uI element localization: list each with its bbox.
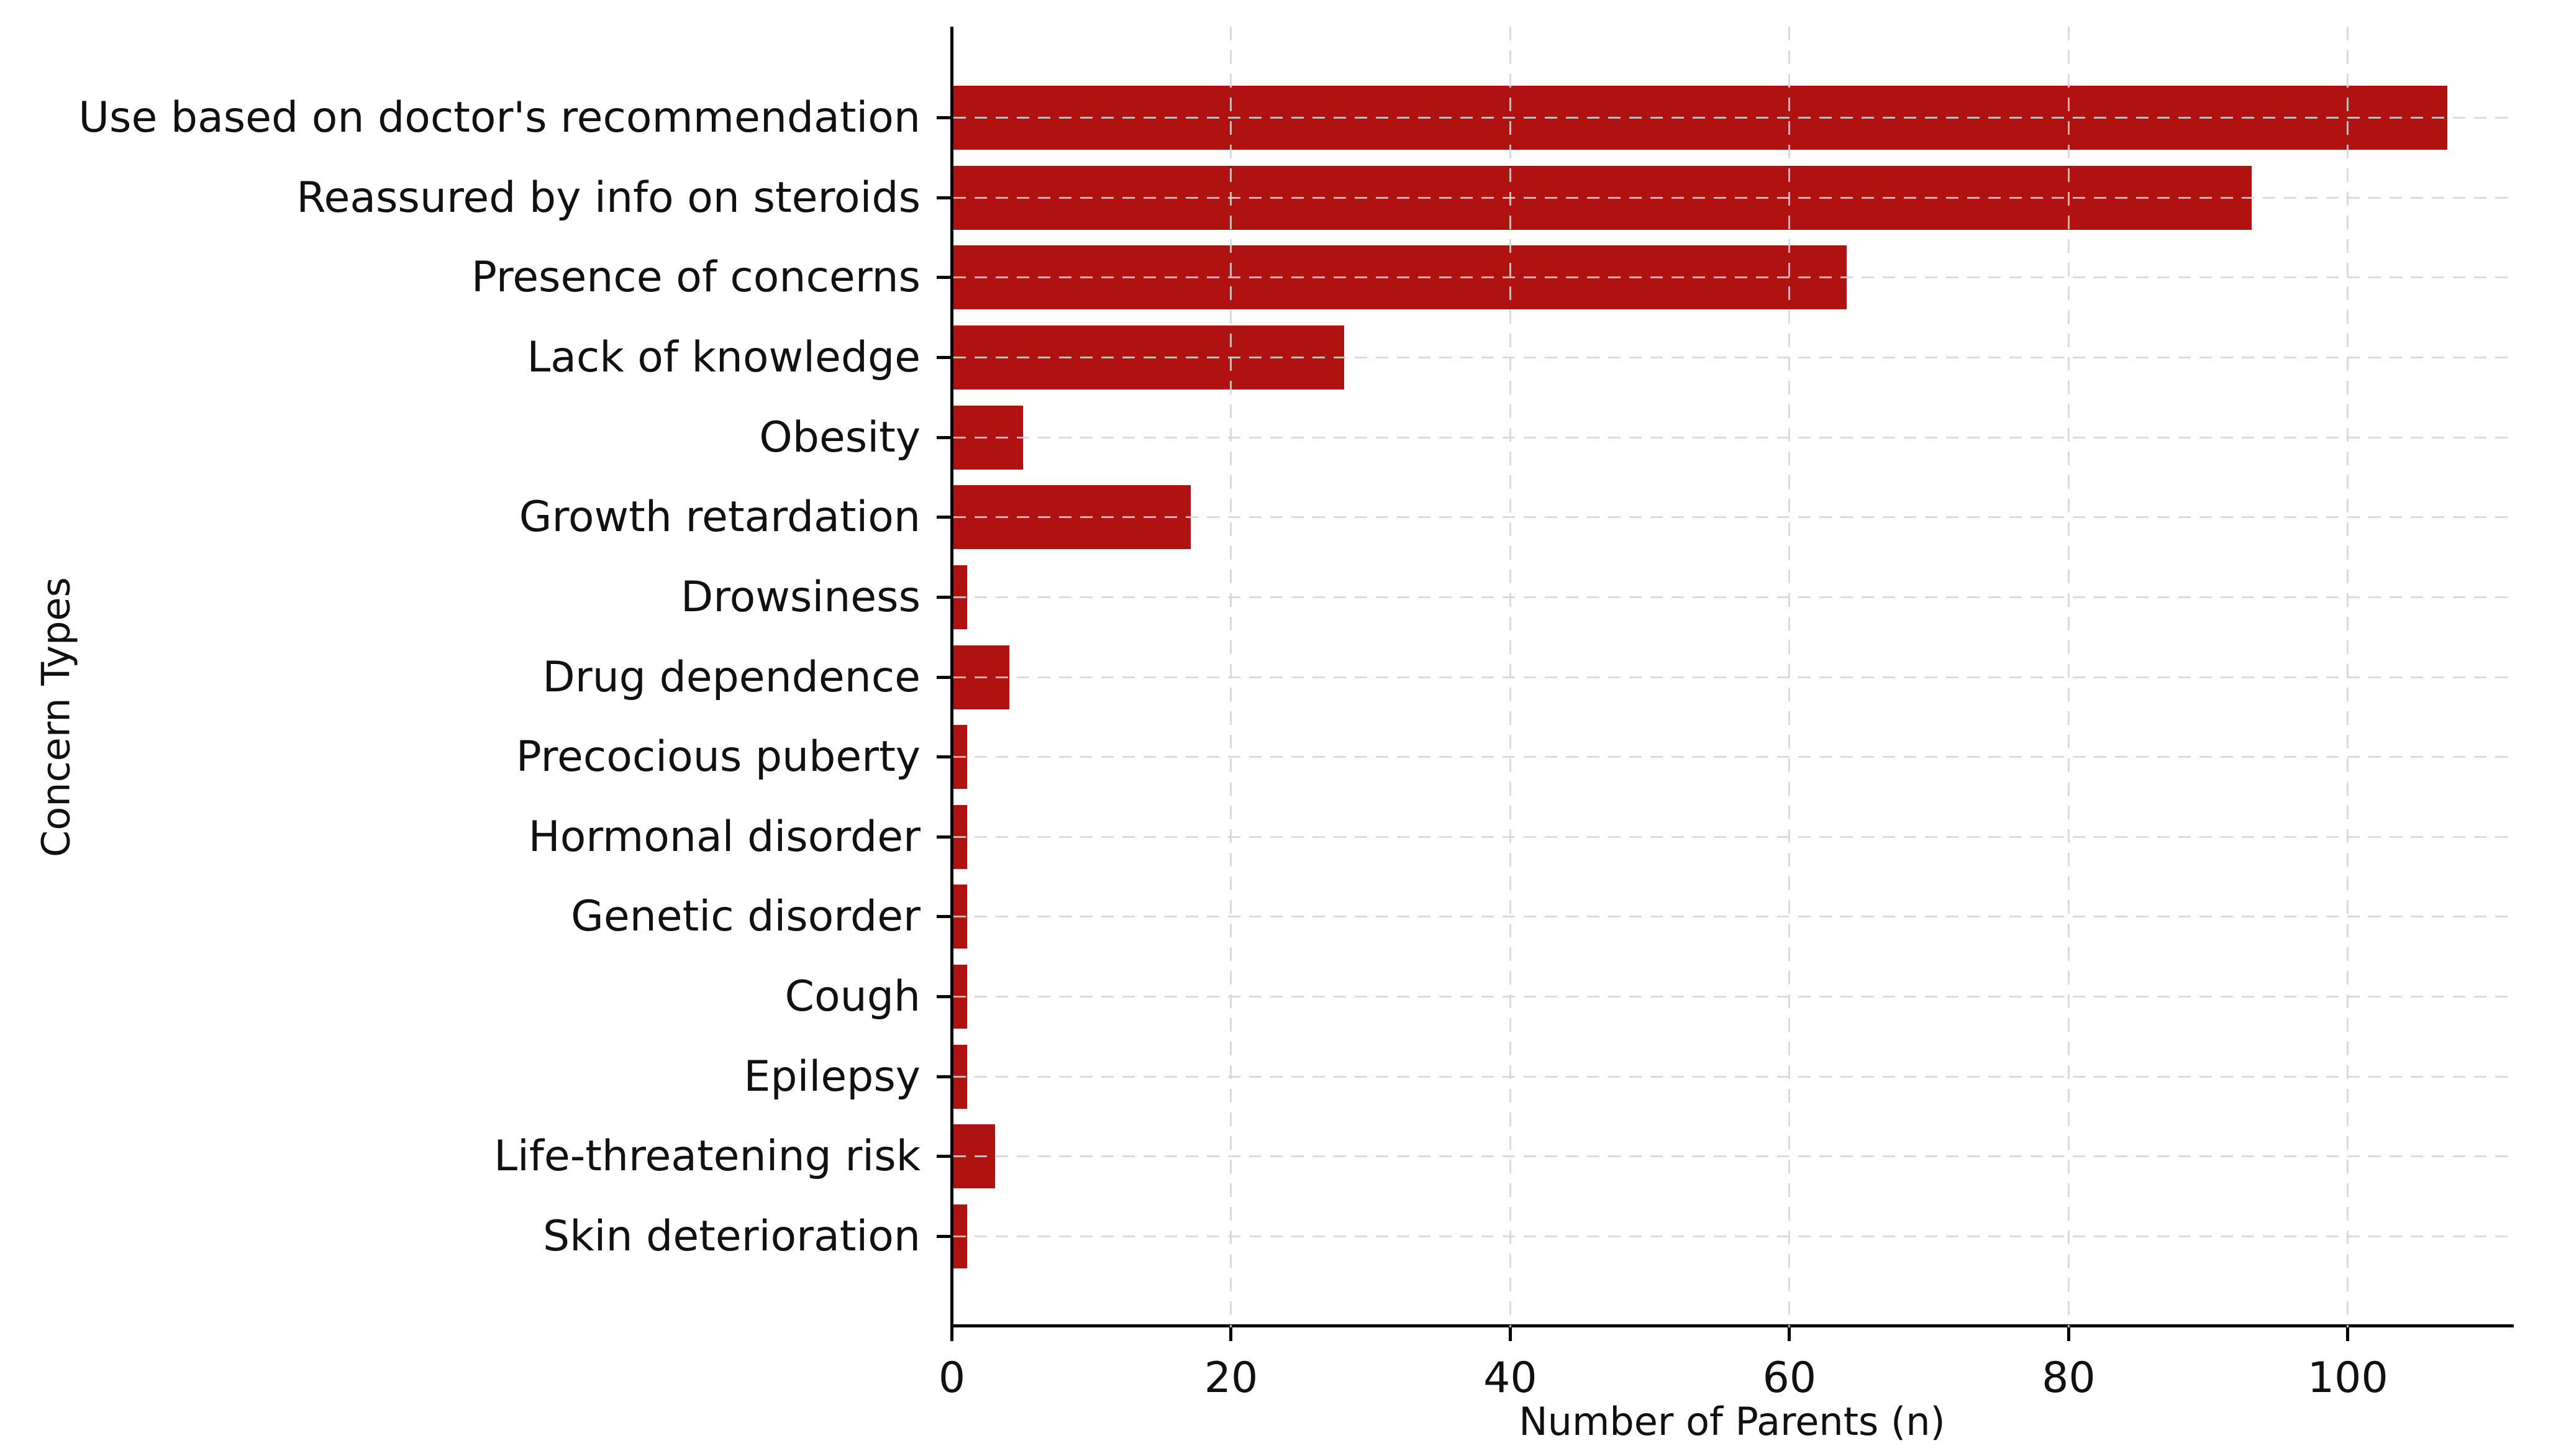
y-tick-mark	[937, 276, 950, 280]
y-tick-mark	[937, 915, 950, 919]
category-label: Skin deterioration	[543, 1211, 921, 1261]
category-label: Drug dependence	[542, 652, 921, 702]
x-tick-label: 0	[938, 1354, 966, 1403]
y-tick-mark	[937, 516, 950, 519]
category-label: Cough	[785, 971, 921, 1021]
y-tick-mark	[937, 675, 950, 679]
category-label: Growth retardation	[519, 493, 921, 542]
x-tick-mark	[1788, 1327, 1791, 1341]
category-label: Drowsiness	[680, 572, 921, 622]
x-tick-mark	[1508, 1327, 1512, 1341]
category-label: Life-threatening risk	[494, 1132, 921, 1181]
y-tick-mark	[937, 435, 950, 439]
x-tick-mark	[950, 1327, 953, 1341]
category-label: Presence of concerns	[471, 253, 921, 303]
y-tick-mark	[937, 595, 950, 599]
y-tick-mark	[937, 116, 950, 120]
category-label: Use based on doctor's recommendation	[78, 93, 921, 143]
category-label: Precocious puberty	[516, 732, 921, 782]
y-tick-mark	[937, 994, 950, 998]
y-tick-mark	[937, 1155, 950, 1158]
category-label: Reassured by info on steroids	[296, 173, 921, 222]
y-tick-mark	[937, 835, 950, 839]
x-axis-title: Number of Parents (n)	[1519, 1399, 1945, 1444]
y-tick-mark	[937, 356, 950, 359]
x-tick-mark	[2346, 1327, 2350, 1341]
y-tick-mark	[937, 1234, 950, 1238]
category-label: Hormonal disorder	[528, 812, 921, 862]
x-tick-label: 20	[1204, 1354, 1258, 1403]
category-label: Lack of knowledge	[527, 333, 921, 382]
category-label: Genetic disorder	[571, 892, 921, 942]
x-tick-label: 40	[1483, 1354, 1537, 1403]
category-label: Obesity	[759, 412, 921, 462]
y-tick-mark	[937, 196, 950, 199]
x-tick-label: 100	[2307, 1354, 2388, 1403]
x-tick-mark	[1229, 1327, 1233, 1341]
y-tick-mark	[937, 755, 950, 759]
y-axis-title: Concern Types	[33, 577, 79, 857]
x-tick-mark	[2067, 1327, 2070, 1341]
x-tick-label: 60	[1762, 1354, 1817, 1403]
y-tick-mark	[937, 1075, 950, 1078]
x-tick-label: 80	[2042, 1354, 2096, 1403]
category-label: Epilepsy	[744, 1052, 921, 1101]
plot-area	[950, 27, 2514, 1327]
